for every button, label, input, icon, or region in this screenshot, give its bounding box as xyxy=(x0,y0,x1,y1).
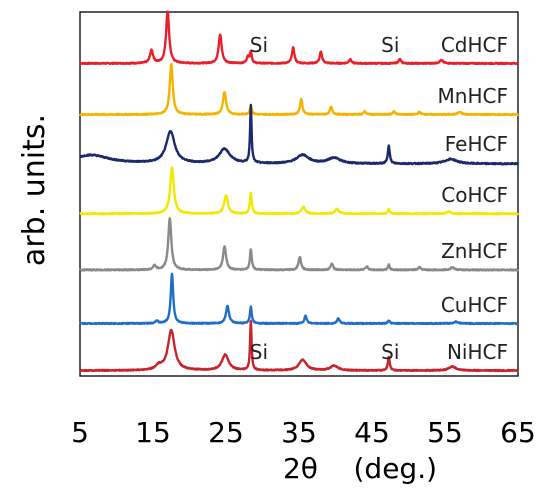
plot-frame xyxy=(79,11,519,377)
series-trace-cuhcf xyxy=(78,272,519,326)
label-group: CdHCF MnHCF FeHCF CoHCF ZnHCF CuHCF NiHCF Si Si S… xyxy=(250,33,508,364)
series-label-cohcf: CoHCF xyxy=(441,183,508,207)
x-tick-label: 25 xyxy=(208,416,244,449)
series-label-cuhcf: CuHCF xyxy=(441,293,508,317)
x-tick-label: 35 xyxy=(281,416,317,449)
annotation-si-3: Si xyxy=(250,340,268,364)
series-trace-cdhcf xyxy=(79,10,519,66)
x-tick-label: 45 xyxy=(354,416,390,449)
annotation-si-4: Si xyxy=(381,340,399,364)
series-trace-mnhcf xyxy=(78,62,519,117)
x-axis-label: 2θ (deg.) xyxy=(283,452,437,485)
series-label-nihcf: NiHCF xyxy=(447,340,508,364)
series-label-znhcf: ZnHCF xyxy=(441,239,508,263)
series-trace-fehcf xyxy=(79,103,519,166)
annotation-si-2: Si xyxy=(381,33,399,57)
series-label-fehcf: FeHCF xyxy=(445,132,508,156)
trace-group xyxy=(78,10,520,373)
series-trace-znhcf xyxy=(78,217,520,272)
series-label-cdhcf: CdHCF xyxy=(441,33,508,57)
x-tick-label: 5 xyxy=(71,416,89,449)
series-trace-nihcf xyxy=(78,319,519,373)
x-tick-label: 65 xyxy=(500,416,536,449)
x-tick-group: 5 15 25 35 45 55 65 xyxy=(71,416,536,449)
series-trace-cohcf xyxy=(79,166,520,216)
annotation-si-1: Si xyxy=(250,33,268,57)
x-tick-label: 15 xyxy=(135,416,171,449)
x-tick-label: 55 xyxy=(427,416,463,449)
y-axis-label: arb. units. xyxy=(17,114,52,266)
series-label-mnhcf: MnHCF xyxy=(438,84,508,108)
